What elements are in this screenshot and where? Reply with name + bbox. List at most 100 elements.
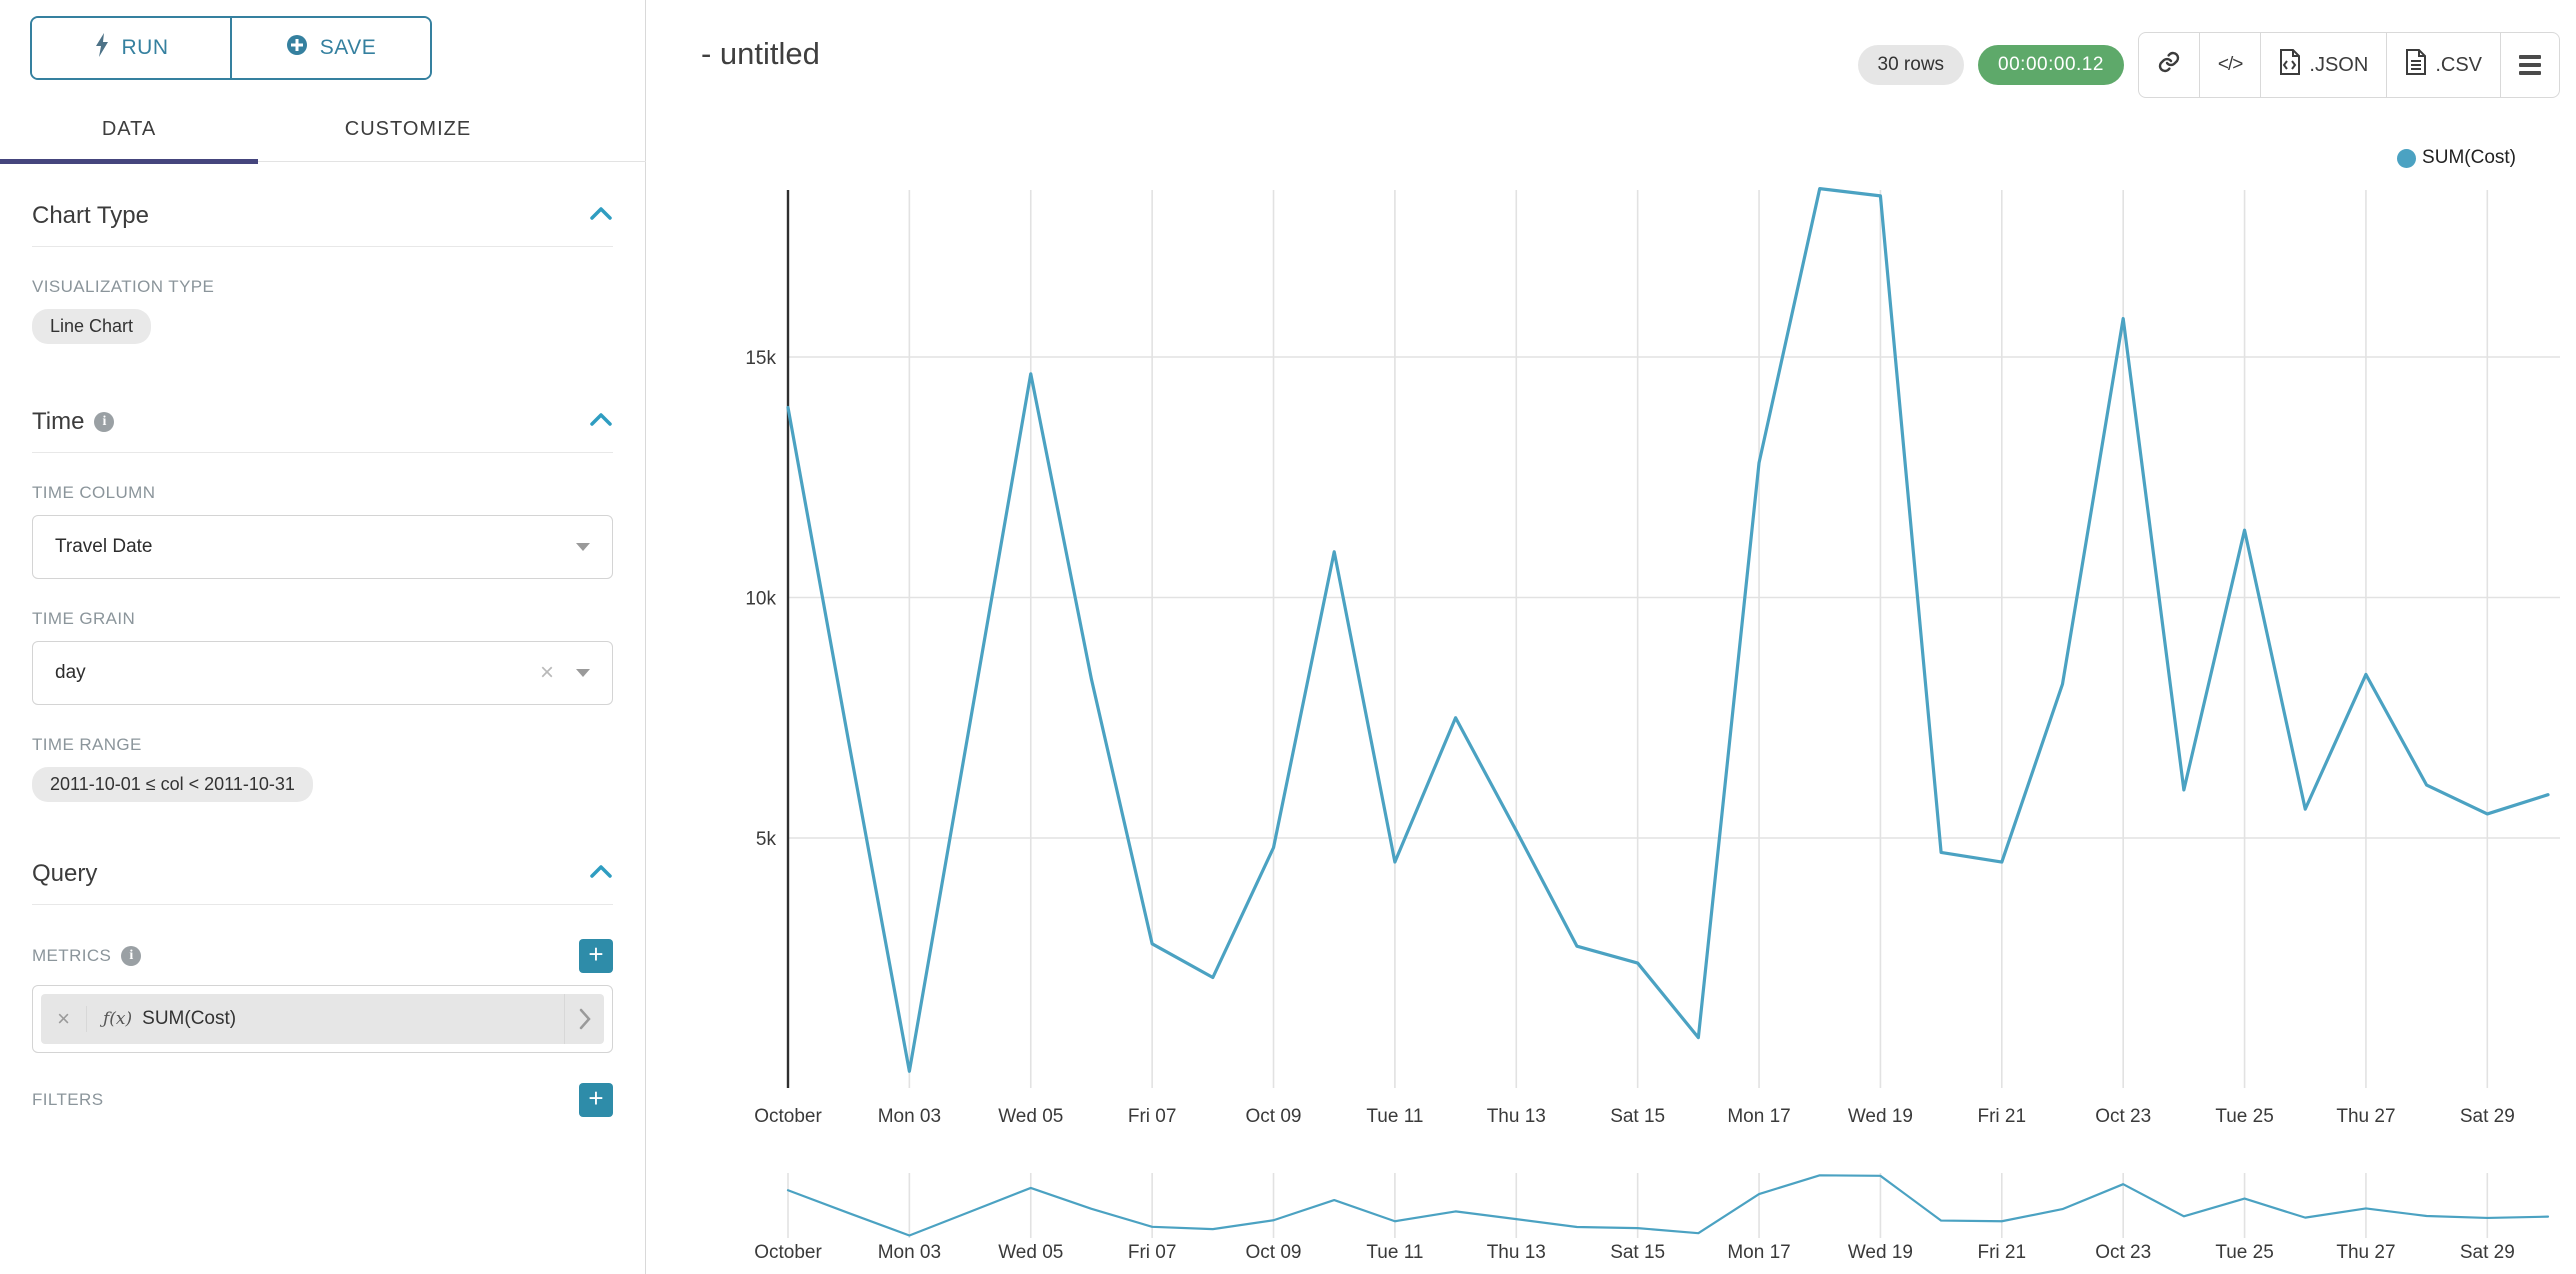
export-csv-label: .CSV (2435, 53, 2482, 76)
time-range-label: TIME RANGE (32, 735, 142, 754)
metrics-label: METRICS (32, 946, 112, 965)
chart-menu-button[interactable] (2500, 33, 2559, 97)
view-query-button[interactable]: </> (2198, 33, 2260, 97)
svg-text:Wed 19: Wed 19 (1848, 1242, 1913, 1263)
minimap-series-line (786, 1174, 2550, 1237)
code-icon: </> (2217, 54, 2244, 75)
svg-text:October: October (754, 1106, 822, 1127)
csv-file-icon (2405, 49, 2427, 81)
chart-title[interactable]: - untitled (701, 36, 820, 71)
horizontal-gridlines (788, 356, 2560, 839)
export-csv-button[interactable]: .CSV (2386, 33, 2500, 97)
svg-text:Mon 03: Mon 03 (878, 1106, 941, 1127)
svg-text:Sat 15: Sat 15 (1610, 1106, 1665, 1127)
chart-header-controls: 30 rows 00:00:00.12 </> (1857, 32, 2560, 98)
export-json-label: .JSON (2309, 53, 2369, 76)
svg-text:Fri 21: Fri 21 (1978, 1242, 2027, 1263)
minimap-tick-labels: October Mon 03 Wed 05 Fri 07 Oct 09 Tue 11 Thu… (754, 1242, 2515, 1263)
json-file-icon (2279, 49, 2301, 81)
info-icon: i (94, 412, 115, 432)
export-json-button[interactable]: .JSON (2260, 33, 2386, 97)
explore-sidebar: RUN SAVE DATA CUSTOMIZE Chart Type (0, 0, 646, 1274)
svg-text:Wed 05: Wed 05 (998, 1106, 1063, 1127)
time-column-select[interactable]: Travel Date (32, 515, 613, 579)
svg-text:Fri 21: Fri 21 (1978, 1106, 2027, 1127)
svg-text:Oct 23: Oct 23 (2095, 1242, 2151, 1263)
query-section-title: Query (32, 860, 98, 887)
time-section-title: Time (32, 408, 85, 435)
series-legend-label: SUM(Cost) (2422, 147, 2516, 168)
chevron-up-icon[interactable] (589, 864, 613, 884)
series-line-sum-cost[interactable] (786, 187, 2550, 1073)
svg-text:Thu 13: Thu 13 (1487, 1242, 1546, 1263)
lightning-bolt-icon (94, 33, 110, 63)
svg-text:Sat 29: Sat 29 (2460, 1242, 2515, 1263)
time-column-value: Travel Date (55, 536, 153, 557)
link-icon (2157, 50, 2181, 80)
row-count-badge: 30 rows (1857, 45, 1965, 85)
time-grain-value: day (55, 662, 86, 683)
time-range-value[interactable]: 2011-10-01 ≤ col < 2011-10-31 (32, 767, 313, 802)
chevron-up-icon[interactable] (589, 206, 613, 226)
visualization-type-value[interactable]: Line Chart (32, 309, 152, 344)
svg-text:Sat 15: Sat 15 (1610, 1242, 1665, 1263)
svg-text:Tue 25: Tue 25 (2215, 1242, 2273, 1263)
filters-label: FILTERS (32, 1090, 104, 1109)
hamburger-menu-icon (2519, 55, 2541, 75)
svg-text:Oct 09: Oct 09 (1246, 1106, 1302, 1127)
svg-text:Fri 07: Fri 07 (1128, 1242, 1177, 1263)
control-panel: Chart Type VISUALIZATION TYPE Line Chart… (0, 162, 645, 1274)
metrics-field: × ƒ(x) SUM(Cost) (32, 985, 613, 1053)
minimap-tick-lines (787, 1173, 2489, 1238)
chart-legend[interactable]: SUM(Cost) (2397, 147, 2516, 169)
svg-text:5k: 5k (756, 829, 777, 850)
chevron-up-icon[interactable] (589, 412, 613, 432)
chevron-right-icon[interactable] (564, 994, 604, 1044)
share-link-button[interactable] (2139, 33, 2199, 97)
svg-text:Thu 27: Thu 27 (2336, 1242, 2395, 1263)
svg-text:Wed 05: Wed 05 (998, 1242, 1063, 1263)
clear-x-icon[interactable]: × (539, 659, 554, 686)
info-icon: i (121, 946, 142, 966)
svg-text:Tue 11: Tue 11 (1366, 1242, 1423, 1263)
svg-text:Sat 29: Sat 29 (2460, 1106, 2515, 1127)
series-color-dot (2397, 148, 2417, 168)
svg-text:Oct 09: Oct 09 (1246, 1242, 1302, 1263)
metric-token-sum-cost[interactable]: × ƒ(x) SUM(Cost) (41, 994, 604, 1044)
svg-text:Mon 03: Mon 03 (878, 1242, 941, 1263)
svg-text:Tue 25: Tue 25 (2215, 1106, 2273, 1127)
chart-type-section-title: Chart Type (32, 202, 149, 229)
add-metric-button[interactable]: + (579, 939, 613, 973)
svg-text:Thu 27: Thu 27 (2336, 1106, 2395, 1127)
brush-minimap[interactable]: October Mon 03 Wed 05 Fri 07 Oct 09 Tue 11 Thu… (754, 1173, 2550, 1263)
plus-circle-icon (286, 34, 308, 62)
y-tick-labels: 5k 10k 15k (745, 348, 776, 850)
svg-text:October: October (754, 1242, 822, 1263)
save-button[interactable]: SAVE (230, 18, 430, 78)
svg-text:Tue 11: Tue 11 (1366, 1106, 1423, 1127)
svg-text:Mon 17: Mon 17 (1727, 1242, 1790, 1263)
query-timer-badge: 00:00:00.12 (1978, 45, 2124, 85)
line-chart[interactable]: 5k 10k 15k October Mon 03 Wed 05 Fri 07 Oct 09… (646, 0, 2576, 1274)
add-filter-button[interactable]: + (579, 1083, 613, 1117)
sidebar-tabs: DATA CUSTOMIZE (0, 98, 646, 164)
tab-customize[interactable]: CUSTOMIZE (344, 118, 472, 140)
run-button[interactable]: RUN (32, 18, 230, 78)
time-grain-label: TIME GRAIN (32, 609, 136, 628)
save-button-label: SAVE (319, 36, 377, 59)
metric-token-label: SUM(Cost) (142, 1008, 237, 1029)
svg-text:Thu 13: Thu 13 (1487, 1106, 1546, 1127)
export-button-group: </> .JSON .CSV (2137, 32, 2560, 98)
svg-text:Mon 17: Mon 17 (1727, 1106, 1790, 1127)
run-button-label: RUN (121, 36, 169, 59)
tab-data[interactable]: DATA (0, 98, 258, 164)
caret-down-icon (576, 543, 590, 551)
fx-icon: ƒ(x) (103, 1009, 133, 1029)
time-grain-select[interactable]: day × (32, 641, 613, 705)
svg-text:Oct 23: Oct 23 (2095, 1106, 2151, 1127)
chart-container: - untitled 30 rows 00:00:00.12 </> (646, 0, 2576, 1274)
svg-text:15k: 15k (745, 348, 776, 369)
visualization-type-label: VISUALIZATION TYPE (32, 277, 215, 296)
remove-metric-icon[interactable]: × (41, 1006, 87, 1032)
svg-text:Wed 19: Wed 19 (1848, 1106, 1913, 1127)
